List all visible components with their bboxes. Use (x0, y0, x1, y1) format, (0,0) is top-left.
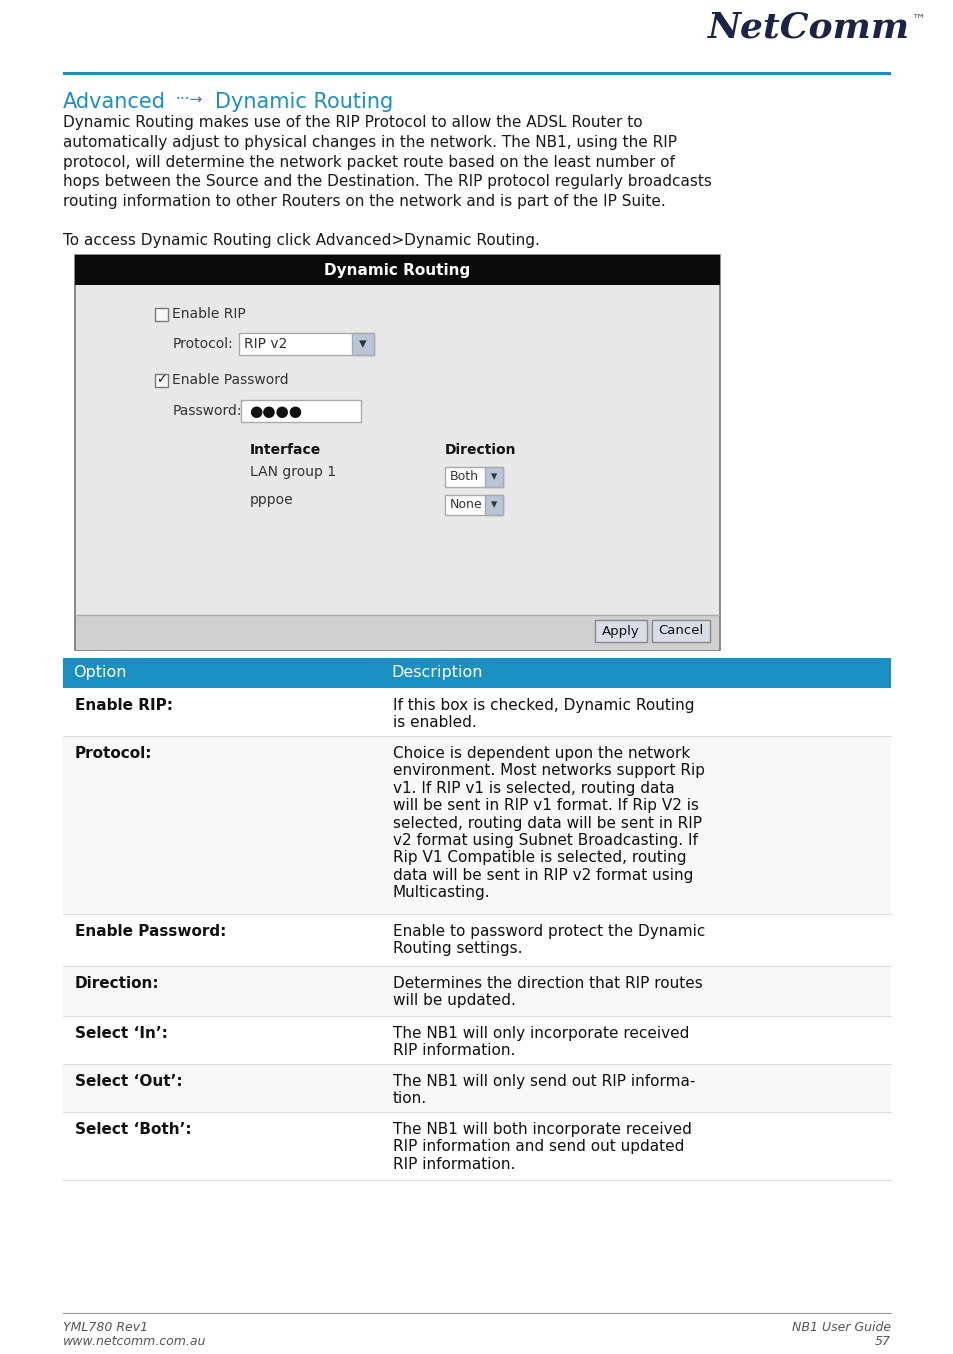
Bar (63, 914, 890, 965)
Text: Dynamic Routing: Dynamic Routing (324, 263, 470, 278)
Bar (63, 1112, 890, 1179)
Text: Enable RIP: Enable RIP (172, 307, 246, 321)
Text: Cancel: Cancel (658, 624, 703, 638)
Text: Interface: Interface (250, 443, 321, 458)
Text: LAN group 1: LAN group 1 (250, 464, 335, 479)
Bar (484, 496, 502, 515)
Text: The NB1 will only send out RIP informa-
tion.: The NB1 will only send out RIP informa- … (393, 1074, 695, 1106)
Text: ···→: ···→ (174, 92, 202, 107)
Bar (63, 658, 890, 688)
Text: pppoe: pppoe (250, 493, 294, 506)
Bar (75, 255, 720, 284)
Text: The NB1 will only incorporate received
RIP information.: The NB1 will only incorporate received R… (393, 1026, 689, 1059)
Bar (154, 374, 168, 387)
Bar (76, 615, 719, 650)
Text: Enable Password: Enable Password (172, 372, 289, 387)
Text: Select ‘Both’:: Select ‘Both’: (75, 1122, 192, 1137)
Bar (75, 255, 720, 650)
Text: Password:: Password: (172, 403, 242, 418)
Text: ▾: ▾ (359, 337, 366, 352)
Text: ▾: ▾ (491, 498, 497, 512)
Text: Direction: Direction (444, 443, 516, 458)
Text: Choice is dependent upon the network
environment. Most networks support Rip
v1. : Choice is dependent upon the network env… (393, 746, 704, 900)
Text: Protocol:: Protocol: (172, 337, 233, 351)
Text: ●●●●: ●●●● (249, 403, 302, 418)
Text: Dynamic Routing makes use of the RIP Protocol to allow the ADSL Router to
automa: Dynamic Routing makes use of the RIP Pro… (63, 115, 711, 210)
Text: Enable to password protect the Dynamic
Routing settings.: Enable to password protect the Dynamic R… (393, 923, 704, 956)
Text: www.netcomm.com.au: www.netcomm.com.au (63, 1335, 206, 1349)
Bar (63, 965, 890, 1016)
Text: Both: Both (450, 470, 478, 483)
Text: RIP v2: RIP v2 (244, 337, 287, 351)
Bar (241, 399, 360, 422)
Bar (76, 284, 719, 615)
Text: Determines the direction that RIP routes
will be updated.: Determines the direction that RIP routes… (393, 976, 702, 1009)
Text: NetComm: NetComm (707, 9, 909, 43)
Text: Protocol:: Protocol: (75, 746, 152, 761)
Text: Dynamic Routing: Dynamic Routing (214, 92, 393, 112)
Text: ▾: ▾ (491, 470, 497, 483)
Text: Enable Password:: Enable Password: (75, 923, 226, 940)
Bar (63, 688, 890, 737)
Text: Apply: Apply (601, 624, 639, 638)
Bar (63, 1016, 890, 1064)
Text: Select ‘In’:: Select ‘In’: (75, 1026, 168, 1041)
Bar (444, 467, 502, 487)
Text: ™: ™ (911, 12, 925, 26)
Bar (484, 467, 502, 487)
Text: Direction:: Direction: (75, 976, 159, 991)
Bar (63, 72, 890, 74)
Text: ✓: ✓ (156, 374, 167, 386)
Text: If this box is checked, Dynamic Routing
is enabled.: If this box is checked, Dynamic Routing … (393, 699, 694, 730)
Text: Advanced: Advanced (63, 92, 166, 112)
Bar (63, 1064, 890, 1112)
Bar (154, 307, 168, 321)
Bar (239, 333, 374, 355)
Text: Select ‘Out’:: Select ‘Out’: (75, 1074, 182, 1089)
Bar (444, 496, 502, 515)
Text: To access Dynamic Routing click Advanced>Dynamic Routing.: To access Dynamic Routing click Advanced… (63, 233, 539, 248)
Bar (595, 620, 646, 642)
Text: YML780 Rev1: YML780 Rev1 (63, 1322, 148, 1334)
Bar (63, 737, 890, 914)
Text: Option: Option (73, 666, 127, 681)
Bar (651, 620, 709, 642)
Text: The NB1 will both incorporate received
RIP information and send out updated
RIP : The NB1 will both incorporate received R… (393, 1122, 691, 1171)
Text: Description: Description (391, 666, 482, 681)
Bar (352, 333, 374, 355)
Text: 57: 57 (874, 1335, 890, 1349)
Text: None: None (450, 498, 482, 512)
Text: NB1 User Guide: NB1 User Guide (791, 1322, 890, 1334)
Text: Enable RIP:: Enable RIP: (75, 699, 172, 714)
